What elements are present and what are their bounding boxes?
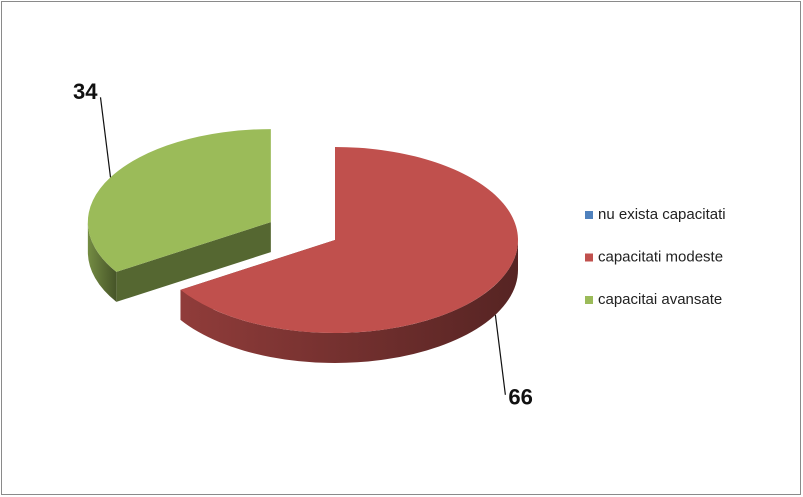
leader-line xyxy=(99,97,112,178)
slice-side xyxy=(180,240,519,363)
legend-label: capacitai avansate xyxy=(598,291,722,308)
legend-swatch xyxy=(585,296,593,304)
pie-slice xyxy=(180,147,519,333)
slice-face xyxy=(116,222,271,302)
legend-label: capacitati modeste xyxy=(598,248,723,265)
legend-swatch xyxy=(585,253,593,262)
legend-swatch xyxy=(585,211,593,219)
pie-slice xyxy=(87,129,271,272)
layer-tops xyxy=(87,129,519,333)
leader-line xyxy=(494,314,506,395)
layer-walls xyxy=(87,222,519,363)
data-label: 66 xyxy=(508,385,532,410)
slice-side xyxy=(87,222,117,302)
legend-label: nu exista capacitati xyxy=(598,206,726,223)
data-label: 34 xyxy=(73,79,98,104)
